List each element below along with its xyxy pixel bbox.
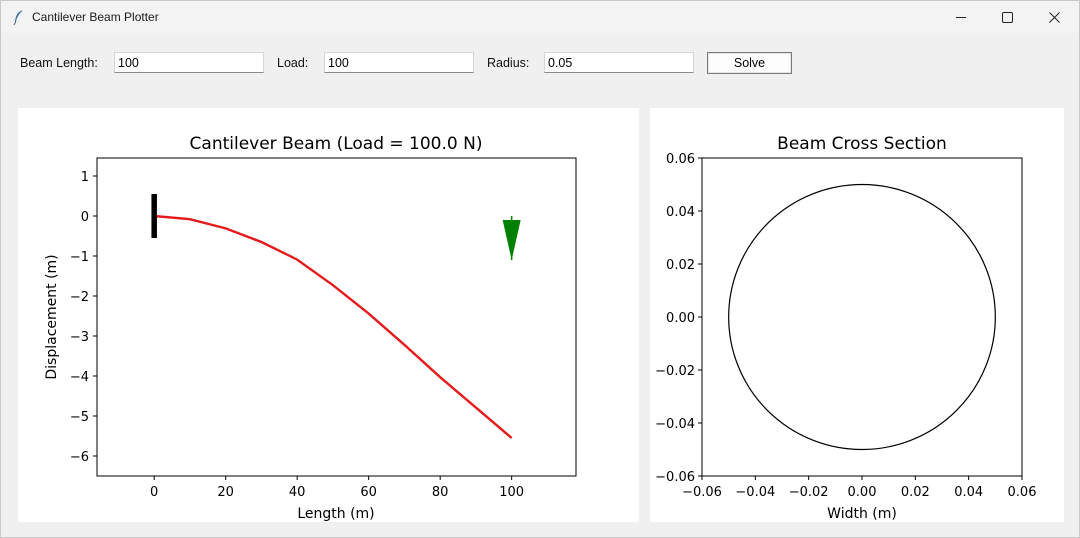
- solve-button[interactable]: Solve: [707, 52, 792, 74]
- load-label: Load:: [277, 56, 309, 70]
- cs-y-tick-label: −0.04: [655, 417, 695, 432]
- cs-x-tick-label: 0.00: [848, 485, 877, 500]
- cs-x-tick-label: −0.02: [789, 485, 829, 500]
- cs-y-tick-label: −0.06: [655, 470, 695, 485]
- beam-x-tick-label: 40: [289, 485, 306, 500]
- feather-icon: [13, 10, 23, 25]
- cs-y-tick-label: 0.06: [666, 152, 695, 167]
- cs-x-tick-label: 0.04: [954, 485, 983, 500]
- beam-y-tick-label: −1: [70, 250, 89, 265]
- beam-x-tick-label: 60: [360, 485, 377, 500]
- beam-plot-panel: Cantilever Beam (Load = 100.0 N) Displac…: [18, 108, 639, 522]
- beam-y-tick-label: 0: [81, 210, 89, 225]
- load-arrow: [502, 216, 521, 260]
- beam-y-tick-label: −6: [70, 450, 89, 465]
- cs-y-tick-label: −0.02: [655, 364, 695, 379]
- radius-label: Radius:: [487, 56, 530, 70]
- maximize-icon: [1001, 11, 1013, 23]
- radius-input[interactable]: [544, 52, 694, 73]
- beam-length-label: Beam Length:: [20, 56, 98, 70]
- maximize-button[interactable]: [984, 1, 1030, 33]
- beam-cross-section-circle: [728, 183, 996, 451]
- load-arrow-head: [502, 220, 521, 260]
- beam-deflection-chart: Cantilever Beam (Load = 100.0 N) Displac…: [44, 134, 577, 522]
- beam-y-tick-label: −4: [70, 370, 89, 385]
- close-icon: [1048, 11, 1060, 23]
- cs-y-tick-label: 0.02: [666, 258, 695, 273]
- beam-length-input[interactable]: [114, 52, 264, 73]
- beam-y-tick-label: −5: [70, 410, 89, 425]
- cross-section-title: Beam Cross Section: [777, 134, 947, 154]
- deflection-curve: [154, 214, 513, 439]
- cs-x-tick-label: −0.06: [682, 485, 722, 500]
- beam-y-axis-label: Displacement (m): [44, 254, 60, 379]
- window-title: Cantilever Beam Plotter: [32, 10, 159, 24]
- beam-x-axis-label: Length (m): [297, 506, 374, 522]
- beam-y-tick-label: −3: [70, 330, 89, 345]
- cs-x-tick-label: 0.02: [901, 485, 930, 500]
- beam-chart-title: Cantilever Beam (Load = 100.0 N): [190, 134, 483, 154]
- cross-section-panel: Beam Cross Section Width (m) −0.06 −0.04−…: [650, 108, 1064, 522]
- load-input[interactable]: [324, 52, 474, 73]
- title-bar: Cantilever Beam Plotter: [1, 1, 1079, 33]
- cs-x-tick-label: 0.06: [1008, 485, 1037, 500]
- beam-x-tick-label: 80: [432, 485, 449, 500]
- close-button[interactable]: [1031, 1, 1077, 33]
- minimize-button[interactable]: [938, 1, 984, 33]
- cross-section-chart: Beam Cross Section Width (m) −0.06 −0.04−…: [655, 134, 1037, 522]
- beam-plot-frame: [96, 157, 577, 477]
- minimize-icon: [955, 16, 966, 18]
- cs-y-tick-label: 0.04: [666, 205, 695, 220]
- beam-x-tick-label: 20: [217, 485, 234, 500]
- beam-x-tick-label: 0: [150, 485, 158, 500]
- beam-y-tick-label: −2: [70, 290, 89, 305]
- cs-x-tick-label: −0.04: [735, 485, 775, 500]
- cs-y-tick-label: 0.00: [666, 311, 695, 326]
- cross-section-plot-frame: [701, 157, 1023, 477]
- beam-x-tick-label: 100: [499, 485, 524, 500]
- beam-y-tick-label: 1: [81, 170, 89, 185]
- cross-section-x-axis-label: Width (m): [827, 506, 897, 522]
